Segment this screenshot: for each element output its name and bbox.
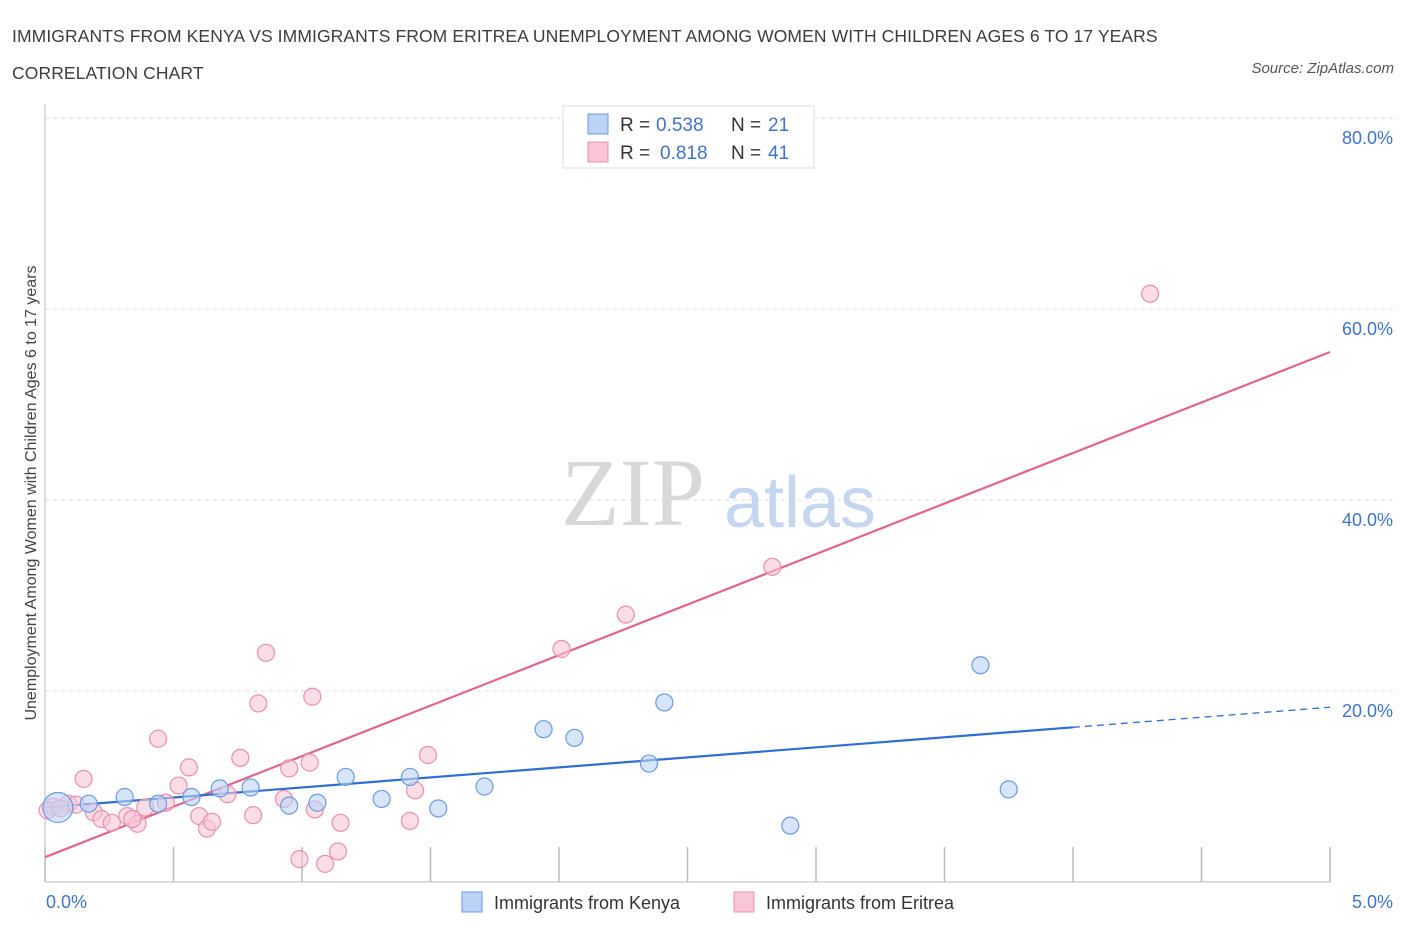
data-points [38, 284, 1160, 873]
kenya-point [971, 656, 990, 675]
bottom-legend-kenya-swatch [461, 891, 483, 913]
kenya-point [280, 796, 299, 815]
kenya-trendline-extension [1072, 706, 1331, 728]
eritrea-point [616, 605, 635, 624]
correlation-legend: R = 0.538 N = 21 R = 0.818 N = 41 [562, 105, 815, 169]
legend-eritrea-r-value: 0.818 [660, 143, 708, 164]
eritrea-point [316, 854, 335, 873]
x-tick-label-start: 0.0% [46, 892, 87, 912]
y-tick-label: 20.0% [1342, 701, 1393, 721]
eritrea-point [328, 842, 348, 861]
eritrea-point [231, 748, 250, 767]
kenya-point [372, 789, 391, 809]
eritrea-point [256, 643, 276, 662]
legend-kenya-swatch [587, 113, 609, 135]
eritrea-point [303, 687, 322, 706]
kenya-point [655, 693, 674, 712]
eritrea-point [331, 813, 350, 832]
bottom-legend-kenya-label: Immigrants from Kenya [494, 893, 681, 913]
eritrea-point [123, 809, 142, 829]
legend-eritrea-swatch [587, 141, 609, 163]
kenya-point [781, 816, 800, 835]
eritrea-point [290, 849, 309, 869]
trendlines [44, 350, 1331, 859]
kenya-point [639, 754, 659, 773]
kenya-point [115, 787, 134, 807]
eritrea-point [280, 759, 299, 778]
eritrea-point [552, 639, 571, 659]
kenya-point [148, 794, 168, 813]
eritrea-trendline [44, 350, 1331, 859]
kenya-point [429, 799, 448, 818]
y-tick-label: 40.0% [1342, 510, 1393, 530]
kenya-point [400, 767, 420, 787]
watermark-zip: ZIP [561, 439, 705, 546]
eritrea-point [148, 729, 168, 748]
y-tick-label: 60.0% [1342, 319, 1393, 339]
legend-kenya-r-value: 0.538 [656, 115, 704, 136]
eritrea-point [249, 694, 268, 713]
x-tick-label-end: 5.0% [1352, 892, 1393, 912]
chart-title: IMMIGRANTS FROM KENYA VS IMMIGRANTS FROM… [12, 26, 1158, 83]
legend-kenya-n-label: N = [731, 115, 761, 136]
eritrea-point [1140, 284, 1160, 303]
eritrea-point [74, 769, 93, 788]
bottom-legend-eritrea-label: Immigrants from Eritrea [766, 893, 955, 913]
tick-labels: 20.0% 40.0% 60.0% 80.0% 0.0% 5.0% [46, 128, 1393, 912]
legend-eritrea-r-label: R = [620, 143, 650, 164]
kenya-point [182, 787, 201, 807]
kenya-point [79, 794, 98, 813]
axes [44, 104, 1331, 883]
kenya-point [999, 780, 1018, 799]
kenya-point [534, 720, 553, 739]
eritrea-point [244, 806, 263, 825]
eritrea-point [400, 811, 420, 830]
y-tick-label: 80.0% [1342, 128, 1393, 148]
series-legend: Immigrants from Kenya Immigrants from Er… [461, 891, 955, 913]
eritrea-point [179, 758, 199, 777]
gridlines [45, 117, 1395, 692]
kenya-point [42, 791, 74, 824]
y-axis-label: Unemployment Among Women with Children A… [23, 265, 40, 720]
eritrea-point [418, 745, 438, 765]
eritrea-point [169, 776, 188, 795]
bottom-legend-eritrea-swatch [733, 891, 755, 913]
legend-kenya-n-value: 21 [768, 115, 789, 136]
kenya-point [210, 779, 229, 798]
legend-eritrea-n-label: N = [731, 143, 761, 164]
kenya-point [308, 793, 327, 812]
eritrea-point [102, 813, 121, 832]
eritrea-point [300, 753, 319, 772]
kenya-point [241, 778, 260, 797]
watermark: ZIP atlas [561, 439, 876, 546]
kenya-point [475, 777, 494, 796]
kenya-point [565, 728, 584, 747]
kenya-point [336, 767, 355, 787]
legend-eritrea-n-value: 41 [768, 143, 789, 164]
watermark-atlas: atlas [724, 463, 876, 543]
eritrea-point [202, 812, 222, 831]
eritrea-point [763, 557, 782, 576]
legend-kenya-r-label: R = [620, 115, 650, 136]
source-label: Source: ZipAtlas.com [1251, 60, 1394, 77]
